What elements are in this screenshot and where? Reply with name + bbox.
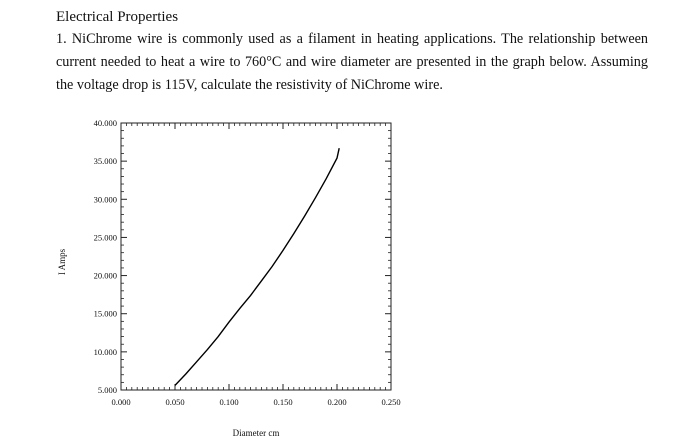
x-tick-label: 0.250 <box>381 397 400 407</box>
x-tick-label: 0.050 <box>165 397 184 407</box>
x-tick-label: 0.000 <box>111 397 130 407</box>
section-heading: Electrical Properties <box>56 9 179 25</box>
y-tick-label: 35.000 <box>94 156 117 166</box>
x-tick-label: 0.100 <box>219 397 238 407</box>
problem-text: NiChrome wire is commonly used as a fila… <box>56 31 649 93</box>
y-tick-label: 20.000 <box>94 271 117 281</box>
x-axis-title: Diameter cm <box>233 428 280 436</box>
axis-tick-labels: 0.000 0.050 0.100 0.150 0.200 0.250 5.000 10.00… <box>94 118 401 407</box>
y-tick-label: 40.000 <box>94 118 117 128</box>
axis-ticks <box>120 122 392 391</box>
y-tick-label: 25.000 <box>94 232 117 242</box>
y-tick-label: 30.000 <box>94 194 117 204</box>
series-line <box>174 148 340 386</box>
y-tick-label: 15.000 <box>94 309 117 319</box>
y-tick-label: 10.000 <box>94 347 117 357</box>
x-tick-label: 0.150 <box>273 397 292 407</box>
plot-frame <box>120 122 392 391</box>
y-axis-title: I Amps <box>57 248 67 275</box>
problem-number: 1. <box>56 31 67 47</box>
plot-area <box>120 122 392 391</box>
y-tick-label: 5.000 <box>98 385 117 395</box>
question-block: Electrical Properties 1. NiChrome wire i… <box>56 6 648 97</box>
x-tick-label: 0.200 <box>327 397 346 407</box>
problem-statement: 1. NiChrome wire is commonly used as a f… <box>56 28 648 97</box>
